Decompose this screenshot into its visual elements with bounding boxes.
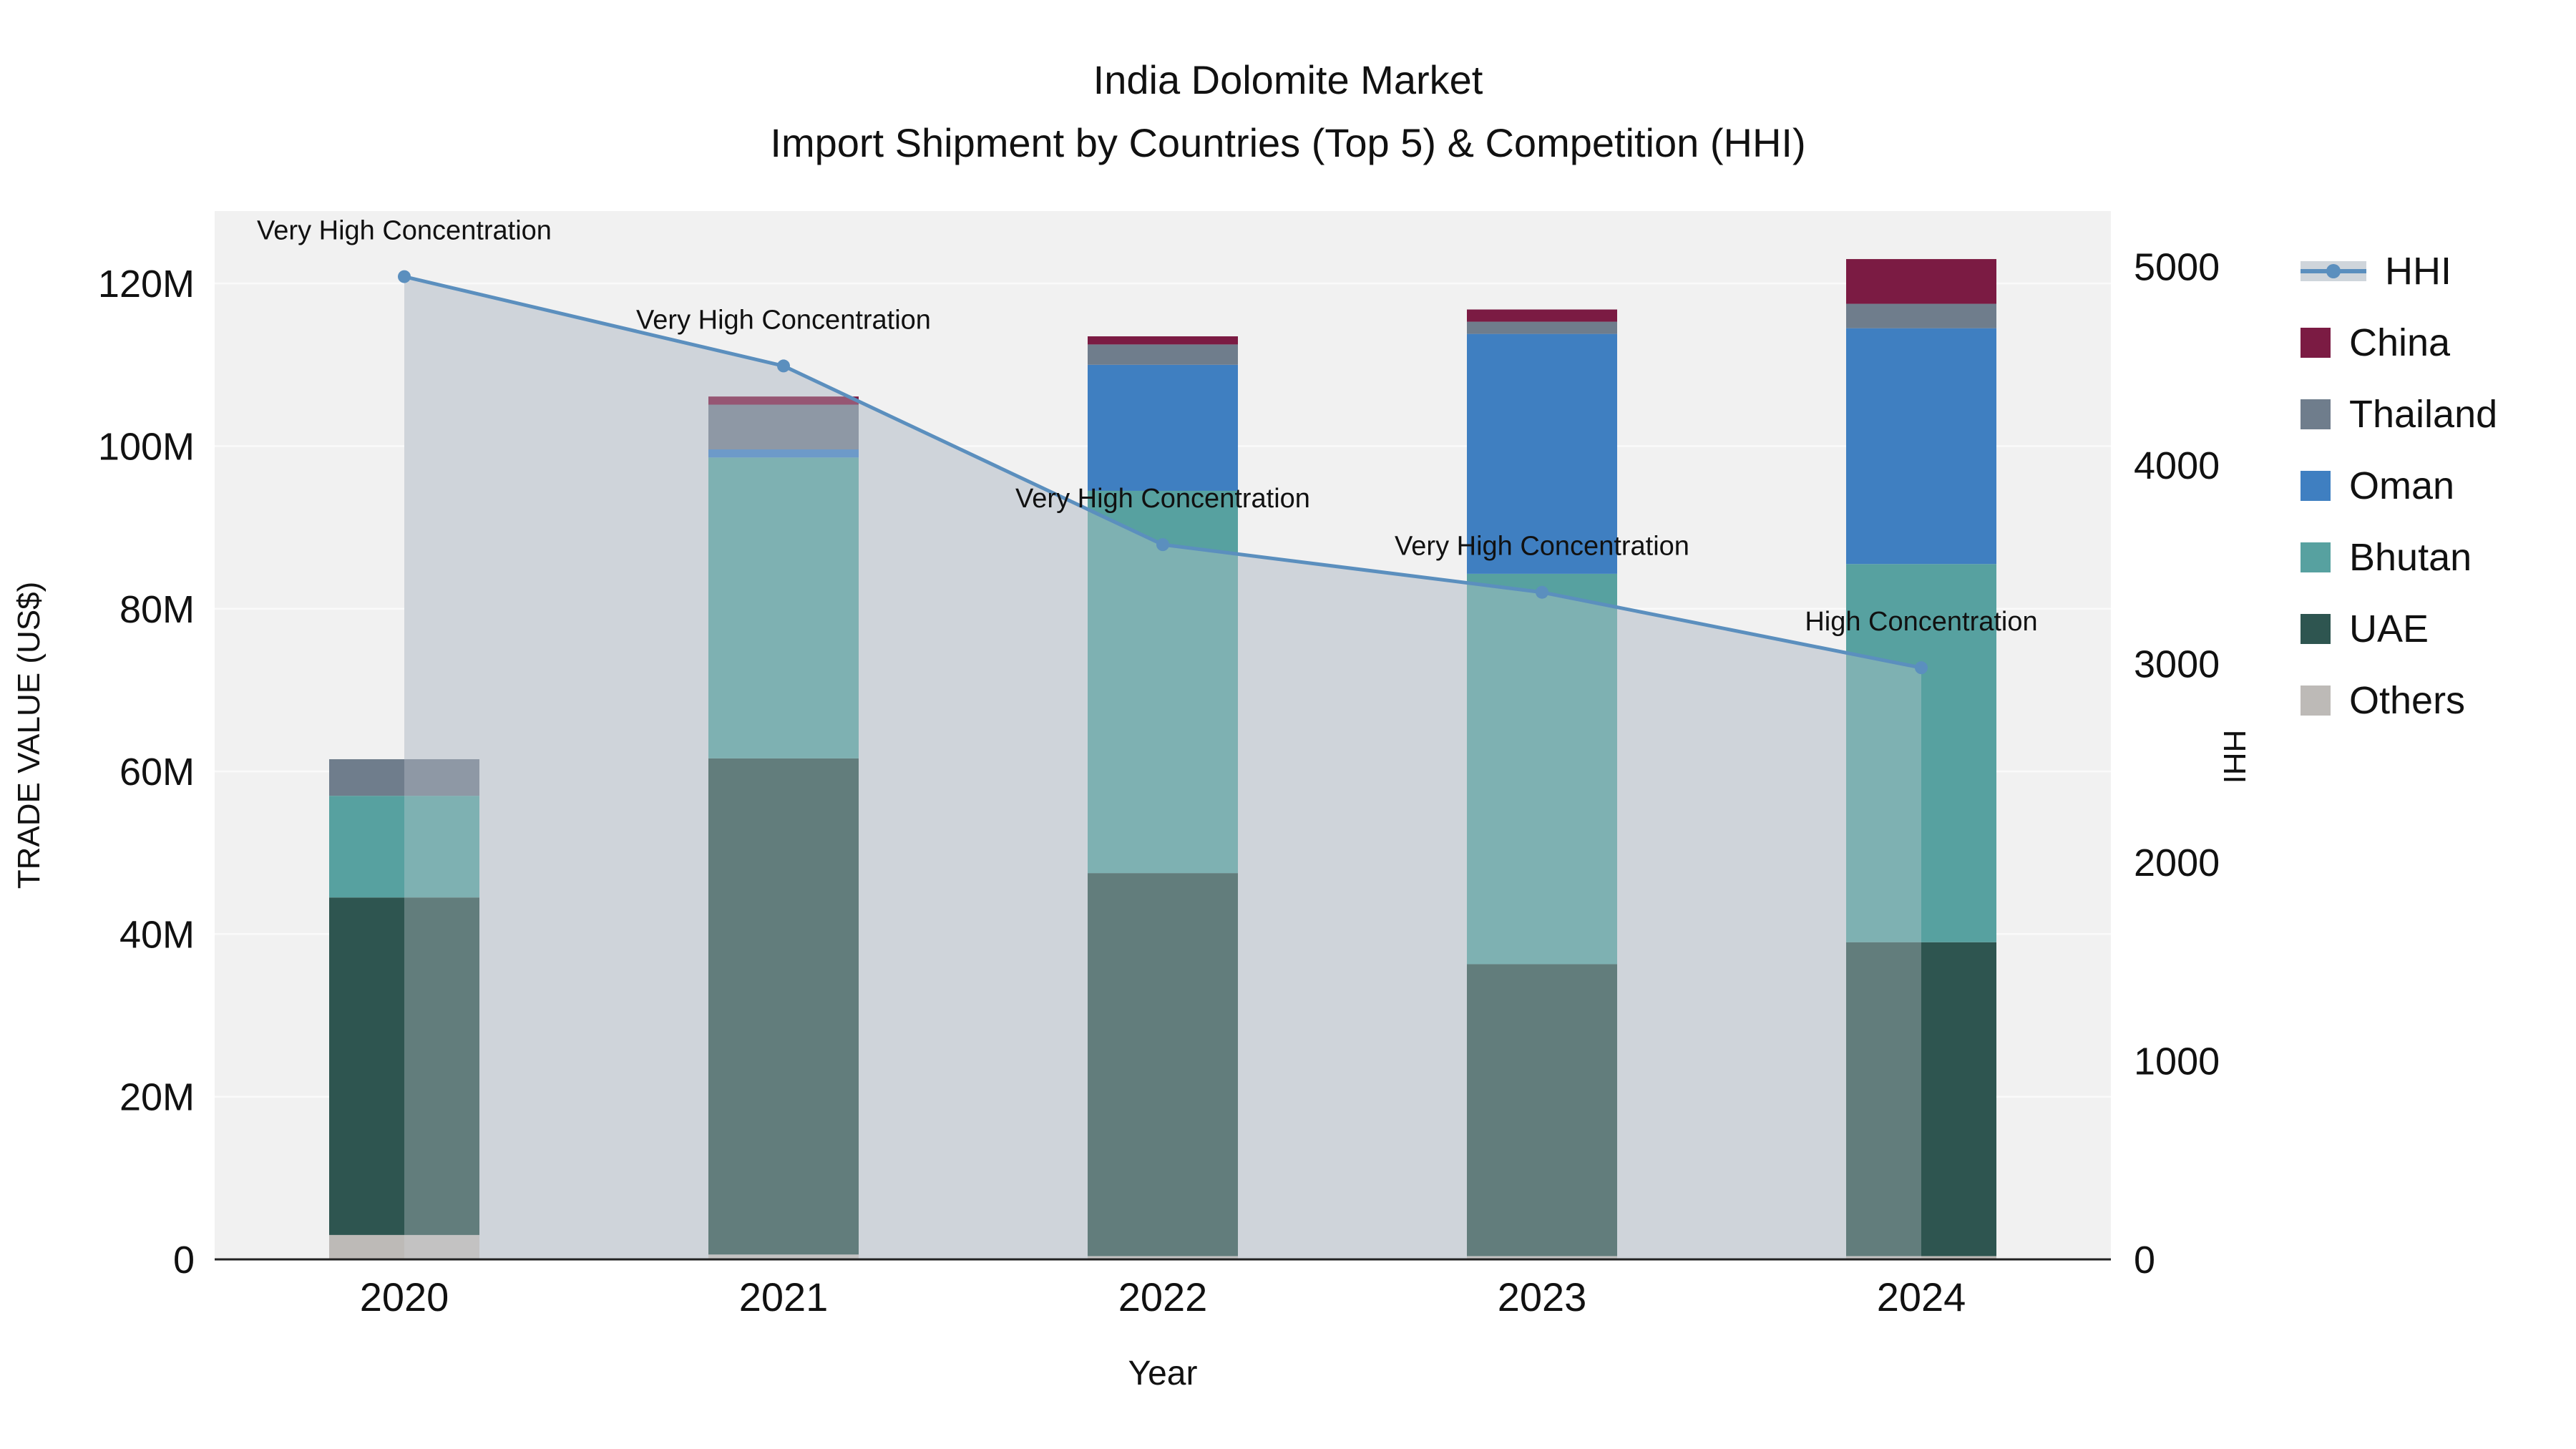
x-axis-title: Year (1128, 1355, 1198, 1392)
bar-segment-uae-2024 (1846, 942, 1996, 1257)
bar-segment-bhutan-2023 (1467, 573, 1617, 965)
hhi-annotation: Very High Concentration (257, 216, 552, 246)
y-tick-label-right: 4000 (2134, 444, 2220, 487)
bar-segment-china-2022 (1088, 336, 1238, 345)
y-tick-label-right: 0 (2134, 1239, 2155, 1282)
legend-swatch-bhutan (2301, 542, 2331, 572)
y-axis-title-left: TRADE VALUE (US$) (11, 582, 47, 889)
hhi-marker (1156, 538, 1169, 552)
bar-segment-thailand-2020 (329, 759, 479, 796)
chart-title: India Dolomite Market Import Shipment by… (0, 49, 2576, 175)
x-tick-label: 2021 (739, 1274, 829, 1319)
bar-segment-uae-2022 (1088, 873, 1238, 1257)
legend-label: Others (2349, 679, 2466, 722)
hhi-area-overlay (404, 276, 1921, 1259)
legend-label: HHI (2385, 250, 2451, 293)
hhi-marker (398, 270, 411, 283)
y-axis-title-right: HHI (2217, 730, 2252, 784)
bar-segment-china-2024 (1846, 259, 1996, 304)
y-tick-label-left: 0 (173, 1239, 195, 1282)
hhi-annotation: Very High Concentration (1015, 484, 1310, 514)
y-tick-label-left: 40M (119, 913, 195, 956)
hhi-annotation: Very High Concentration (1395, 532, 1689, 562)
bar-segment-others-2021 (708, 1254, 859, 1259)
y-tick-label-right: 2000 (2134, 841, 2220, 884)
legend-label: Thailand (2349, 393, 2498, 436)
bar-segment-oman-2022 (1088, 364, 1238, 491)
legend-item-bhutan[interactable]: Bhutan (2301, 535, 2497, 580)
bar-segment-others-2020 (329, 1234, 479, 1259)
y-tick-label-right: 1000 (2134, 1040, 2220, 1083)
bar-segment-oman-2023 (1467, 333, 1617, 574)
bar-segment-others-2023 (1467, 1256, 1617, 1259)
y-tick-label-left: 60M (119, 751, 195, 794)
hhi-annotation: High Concentration (1805, 607, 2037, 637)
bar-segment-uae-2021 (708, 758, 859, 1255)
legend-item-uae[interactable]: UAE (2301, 607, 2497, 651)
bar-segment-thailand-2023 (1467, 321, 1617, 334)
legend-swatch-others (2301, 686, 2331, 716)
y-tick-label-left: 20M (119, 1076, 195, 1119)
hhi-marker (1915, 661, 1928, 675)
legend-swatch-china (2301, 328, 2331, 358)
bar-segment-uae-2023 (1467, 964, 1617, 1257)
bar-segment-thailand-2022 (1088, 344, 1238, 365)
legend-item-china[interactable]: China (2301, 321, 2497, 365)
legend-item-thailand[interactable]: Thailand (2301, 392, 2497, 436)
bar-segment-thailand-2021 (708, 404, 859, 450)
hhi-marker (777, 359, 790, 373)
bar-segment-others-2024 (1846, 1256, 1996, 1259)
bar-segment-china-2021 (708, 396, 859, 405)
chart-title-line2: Import Shipment by Countries (Top 5) & C… (770, 120, 1806, 165)
y-tick-label-left: 100M (98, 425, 195, 468)
bar-segment-bhutan-2020 (329, 796, 479, 898)
bar-segment-china-2023 (1467, 309, 1617, 322)
bar-segment-bhutan-2024 (1846, 564, 1996, 942)
bar-segment-bhutan-2022 (1088, 490, 1238, 874)
bar-segment-oman-2024 (1846, 328, 1996, 565)
hhi-marker (1536, 585, 1548, 599)
hhi-annotation: Very High Concentration (636, 305, 931, 335)
bar-segment-uae-2020 (329, 897, 479, 1235)
legend-item-oman[interactable]: Oman (2301, 464, 2497, 508)
y-tick-label-left: 120M (98, 263, 195, 306)
x-tick-label: 2024 (1877, 1274, 1966, 1319)
chart-legend: HHI China Thailand Oman Bhutan UAE Others (2301, 249, 2497, 723)
y-tick-label-left: 80M (119, 588, 195, 631)
y-tick-label-right: 5000 (2134, 246, 2220, 289)
legend-label: China (2349, 321, 2451, 364)
x-tick-label: 2020 (360, 1274, 449, 1319)
y-tick-label-right: 3000 (2134, 643, 2220, 686)
bar-segment-others-2022 (1088, 1256, 1238, 1259)
bar-segment-oman-2021 (708, 449, 859, 458)
hhi-line-icon (2301, 261, 2366, 281)
bar-segment-bhutan-2021 (708, 457, 859, 758)
x-tick-label: 2023 (1498, 1274, 1587, 1319)
legend-swatch-thailand (2301, 399, 2331, 429)
x-tick-label: 2022 (1118, 1274, 1208, 1319)
legend-item-hhi[interactable]: HHI (2301, 249, 2497, 293)
legend-swatch-uae (2301, 614, 2331, 644)
legend-label: Oman (2349, 464, 2455, 507)
legend-label: UAE (2349, 608, 2429, 650)
bar-segment-thailand-2024 (1846, 303, 1996, 328)
legend-item-others[interactable]: Others (2301, 678, 2497, 723)
chart-title-line1: India Dolomite Market (1093, 57, 1483, 102)
legend-label: Bhutan (2349, 536, 2472, 579)
legend-swatch-oman (2301, 471, 2331, 501)
